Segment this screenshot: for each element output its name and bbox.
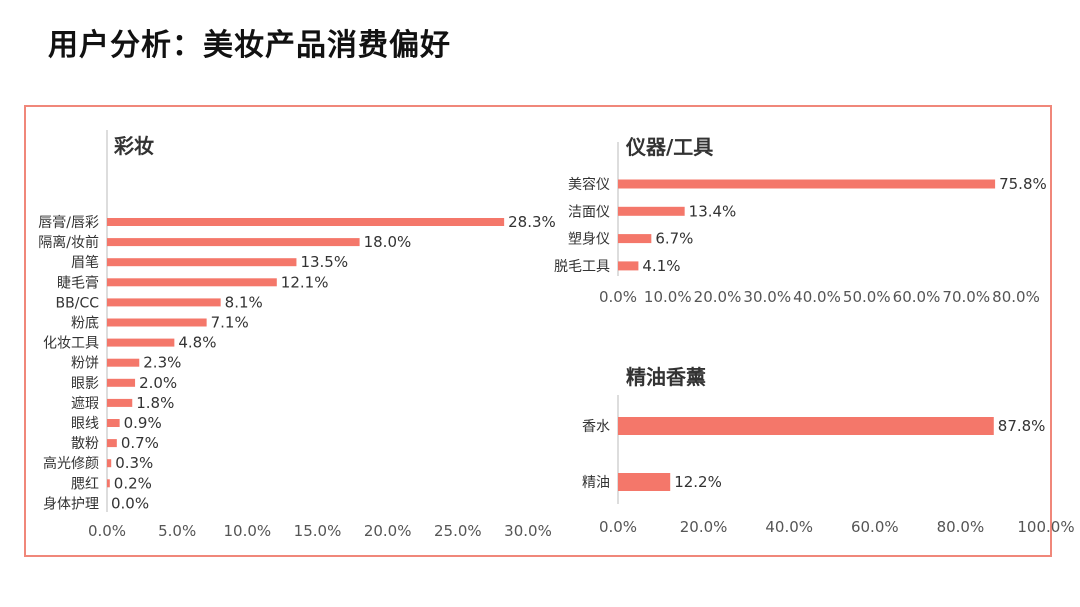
chart-1-value-label: 13.4% xyxy=(689,202,737,220)
chart-1-title: 仪器/工具 xyxy=(625,135,713,159)
chart-2-tick-label: 100.0% xyxy=(1017,518,1074,536)
chart-0-value-label: 1.8% xyxy=(136,394,174,412)
chart-0-value-label: 12.1% xyxy=(281,273,329,291)
chart-2-tick-label: 80.0% xyxy=(937,518,985,536)
chart-1-bar xyxy=(618,234,652,244)
chart-0-bar xyxy=(107,398,133,407)
chart-0-bar xyxy=(107,459,112,468)
chart-1-tick-label: 40.0% xyxy=(793,288,841,306)
chart-0-value-label: 2.0% xyxy=(139,374,177,392)
chart-1-bar xyxy=(618,206,685,216)
chart-0-tick-label: 30.0% xyxy=(504,522,552,540)
chart-0-bar xyxy=(107,258,297,267)
chart-0-bar xyxy=(107,358,140,367)
chart-0-title: 彩妆 xyxy=(113,134,154,158)
chart-0-value-label: 0.2% xyxy=(114,474,152,492)
chart-0-bar xyxy=(107,218,505,226)
chart-0-category-label: 化妆工具 xyxy=(43,336,99,352)
chart-1-category-label: 美容仪 xyxy=(568,176,610,193)
chart-1-tick-label: 80.0% xyxy=(992,288,1040,306)
chart-1-tick-label: 30.0% xyxy=(743,288,791,306)
chart-1-value-label: 4.1% xyxy=(642,257,680,275)
chart-0-bar xyxy=(107,439,117,448)
chart-0-category-label: 粉饼 xyxy=(71,356,99,372)
chart-0-category-label: 身体护理 xyxy=(43,496,99,512)
chart-0-bar xyxy=(107,378,136,387)
chart-0-value-label: 4.8% xyxy=(178,334,216,352)
chart-0-category-label: 高光修颜 xyxy=(43,455,99,472)
chart-0-tick-label: 10.0% xyxy=(224,522,272,540)
chart-0-tick-label: 5.0% xyxy=(158,522,196,540)
chart-0-bar xyxy=(107,338,175,347)
chart-1-category-label: 洁面仪 xyxy=(568,204,610,220)
chart-0-category-label: 眼影 xyxy=(71,376,99,392)
chart-1-tick-label: 50.0% xyxy=(843,288,891,306)
chart-0-value-label: 7.1% xyxy=(211,314,249,332)
chart-2-category-label: 精油 xyxy=(582,475,610,491)
chart-0-category-label: 眉笔 xyxy=(71,255,99,271)
chart-2-tick-label: 20.0% xyxy=(680,518,728,536)
chart-0-tick-label: 20.0% xyxy=(364,522,412,540)
chart-0-category-label: 腮红 xyxy=(71,476,99,492)
chart-0-category-label: 唇膏/唇彩 xyxy=(38,214,99,231)
chart-0-tick-label: 15.0% xyxy=(294,522,342,540)
chart-2-tick-label: 60.0% xyxy=(851,518,899,536)
chart-0-bar xyxy=(107,238,360,247)
chart-0-category-label: 睫毛膏 xyxy=(57,274,99,291)
chart-1-tick-label: 20.0% xyxy=(694,288,742,306)
chart-0-value-label: 0.7% xyxy=(121,434,159,452)
chart-0-tick-label: 25.0% xyxy=(434,522,482,540)
chart-0-category-label: 粉底 xyxy=(71,316,99,332)
chart-0-bar xyxy=(107,278,277,287)
chart-2-category-label: 香水 xyxy=(582,419,610,435)
chart-1-value-label: 6.7% xyxy=(655,230,693,248)
chart-0-category-label: 眼线 xyxy=(71,416,99,432)
chart-2-value-label: 87.8% xyxy=(998,417,1046,435)
chart-2-bar xyxy=(618,417,994,435)
page-title: 用户分析：美妆产品消费偏好 xyxy=(48,28,451,63)
chart-1-bar xyxy=(618,179,996,189)
chart-0-category-label: 遮瑕 xyxy=(71,396,99,412)
chart-2-value-label: 12.2% xyxy=(674,473,722,491)
chart-2-title: 精油香薰 xyxy=(626,365,706,389)
chart-0-value-label: 0.0% xyxy=(111,494,149,512)
chart-1-category-label: 塑身仪 xyxy=(568,232,610,248)
chart-0-value-label: 0.3% xyxy=(115,454,153,472)
chart-2-bar xyxy=(618,473,671,491)
chart-0-value-label: 8.1% xyxy=(225,293,263,311)
chart-1-tick-label: 60.0% xyxy=(893,288,941,306)
chart-2-tick-label: 0.0% xyxy=(599,518,637,536)
chart-1-category-label: 脱毛工具 xyxy=(554,259,610,275)
chart-0-bar xyxy=(107,479,110,488)
chart-1-bar xyxy=(618,261,639,271)
chart-1-tick-label: 10.0% xyxy=(644,288,692,306)
chart-0-value-label: 18.0% xyxy=(364,233,412,251)
chart-2-tick-label: 40.0% xyxy=(765,518,813,536)
chart-1-value-label: 75.8% xyxy=(999,175,1047,193)
chart-0-value-label: 0.9% xyxy=(124,414,162,432)
chart-0-category-label: 隔离/妆前 xyxy=(38,234,99,251)
chart-0-value-label: 28.3% xyxy=(508,213,556,231)
chart-frame xyxy=(24,105,1052,557)
chart-1-tick-label: 70.0% xyxy=(942,288,990,306)
chart-0-bar xyxy=(107,318,207,327)
chart-0-value-label: 13.5% xyxy=(300,253,348,271)
chart-0-category-label: BB/CC xyxy=(56,295,100,311)
chart-0-bar xyxy=(107,298,221,307)
chart-0-category-label: 散粉 xyxy=(71,436,99,452)
chart-1-tick-label: 0.0% xyxy=(599,288,637,306)
chart-0-value-label: 2.3% xyxy=(143,354,181,372)
chart-0-bar xyxy=(107,419,120,427)
chart-0-tick-label: 0.0% xyxy=(88,522,126,540)
